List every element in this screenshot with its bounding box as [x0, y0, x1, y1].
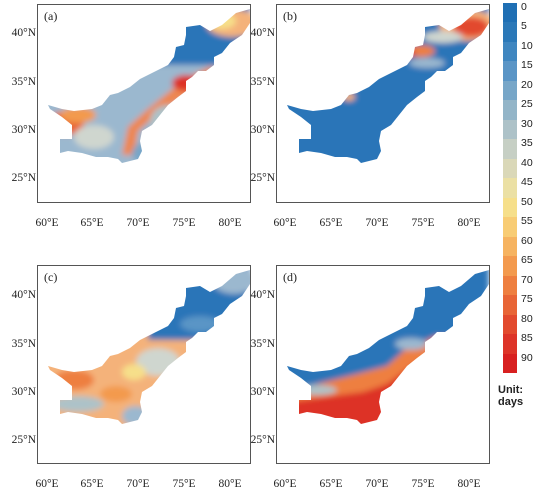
y-tick-label: 35°N — [250, 76, 275, 88]
legend-swatch — [503, 3, 517, 23]
y-tick-label: 35°N — [11, 338, 36, 350]
y-tick-label: 30°N — [250, 386, 275, 398]
legend-tick-label: 45 — [521, 176, 533, 189]
legend-swatch — [503, 139, 517, 160]
panel-label: (b) — [283, 9, 297, 23]
legend-tick-label: 25 — [521, 98, 533, 111]
y-tick-label: 30°N — [11, 386, 36, 398]
pakistan-map-d — [287, 270, 489, 424]
x-tick-label: 75°E — [172, 478, 196, 490]
legend-swatch — [503, 22, 517, 43]
legend-tick-label: 55 — [521, 215, 533, 228]
color-legend — [503, 3, 517, 374]
x-tick-label: 65°E — [80, 217, 104, 229]
legend-unit: Unit: days — [498, 384, 524, 408]
legend-tick-label: 0 — [521, 1, 527, 13]
legend-swatch — [503, 197, 517, 218]
legend-tick-label: 10 — [521, 39, 533, 52]
legend-swatch — [503, 334, 517, 355]
pakistan-map-b — [287, 9, 489, 163]
x-tick-label: 70°E — [126, 478, 150, 490]
x-tick-label: 70°E — [365, 217, 389, 229]
y-tick-label: 30°N — [250, 124, 275, 136]
legend-swatch — [503, 275, 517, 296]
x-tick-label: 70°E — [126, 217, 150, 229]
pakistan-map-a — [48, 9, 250, 163]
legend-tick-label: 20 — [521, 78, 533, 91]
legend-tick-label: 80 — [521, 312, 533, 325]
legend-swatch — [503, 61, 517, 82]
legend-swatch — [503, 178, 517, 199]
y-tick-label: 25°N — [11, 172, 36, 184]
y-tick-label: 40°N — [11, 27, 36, 39]
x-tick-label: 65°E — [319, 217, 343, 229]
legend-swatch — [503, 158, 517, 179]
x-tick-label: 75°E — [411, 217, 435, 229]
legend-tick-label: 65 — [521, 254, 533, 267]
map-panel-a: (a) — [37, 4, 251, 203]
x-tick-label: 80°E — [457, 217, 481, 229]
legend-tick-label: 75 — [521, 293, 533, 306]
x-tick-label: 80°E — [218, 478, 242, 490]
y-tick-label: 25°N — [250, 172, 275, 184]
legend-tick-label: 50 — [521, 195, 533, 208]
y-tick-label: 25°N — [250, 434, 275, 446]
y-tick-label: 35°N — [11, 76, 36, 88]
y-tick-label: 30°N — [11, 124, 36, 136]
x-tick-label: 80°E — [218, 217, 242, 229]
legend-tick-label: 70 — [521, 273, 533, 286]
legend-swatch — [503, 236, 517, 257]
legend-swatch — [503, 119, 517, 140]
y-tick-label: 40°N — [250, 289, 275, 301]
x-tick-label: 65°E — [80, 478, 104, 490]
y-tick-label: 35°N — [250, 338, 275, 350]
panel-label: (c) — [44, 270, 58, 284]
legend-tick-label: 35 — [521, 137, 533, 150]
pakistan-map-c — [48, 270, 250, 424]
x-tick-label: 60°E — [35, 478, 59, 490]
map-panel-d: (d) — [276, 265, 490, 464]
x-tick-label: 75°E — [172, 217, 196, 229]
legend-tick-label: 5 — [521, 20, 527, 33]
x-tick-label: 65°E — [319, 478, 343, 490]
map-panel-c: (c) — [37, 265, 251, 464]
legend-swatch — [503, 314, 517, 335]
panel-label: (a) — [44, 9, 58, 23]
legend-swatch — [503, 217, 517, 238]
y-tick-label: 25°N — [11, 434, 36, 446]
legend-swatch — [503, 295, 517, 316]
x-tick-label: 70°E — [365, 478, 389, 490]
map-panel-b: (b) — [276, 4, 490, 203]
x-tick-label: 60°E — [273, 217, 297, 229]
legend-swatch — [503, 353, 517, 374]
legend-tick-label: 90 — [521, 351, 533, 364]
y-tick-label: 40°N — [250, 27, 275, 39]
y-tick-label: 40°N — [11, 289, 36, 301]
panel-label: (d) — [283, 270, 297, 284]
x-tick-label: 60°E — [273, 478, 297, 490]
legend-swatch — [503, 80, 517, 101]
x-tick-label: 75°E — [411, 478, 435, 490]
legend-tick-label: 15 — [521, 59, 533, 72]
legend-tick-label: 40 — [521, 156, 533, 169]
x-tick-label: 80°E — [457, 478, 481, 490]
legend-swatch — [503, 41, 517, 62]
legend-swatch — [503, 100, 517, 121]
legend-tick-label: 85 — [521, 332, 533, 345]
legend-tick-label: 30 — [521, 117, 533, 130]
legend-swatch — [503, 256, 517, 277]
legend-tick-label: 60 — [521, 234, 533, 247]
x-tick-label: 60°E — [35, 217, 59, 229]
